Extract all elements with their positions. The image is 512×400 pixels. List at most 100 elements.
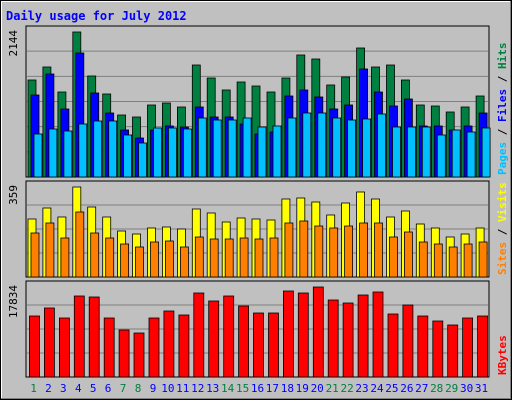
legend-kbytes: KBytes [496,335,509,375]
x-tick-label-11: 11 [176,382,189,395]
x-tick-label-14: 14 [221,382,235,395]
x-tick-label-21: 21 [326,382,339,395]
bar-kbytes-day-9 [148,317,160,378]
x-tick-label-7: 7 [120,382,127,395]
bar-kbytes-day-10 [163,310,175,378]
bar-pages-day-13 [212,119,222,178]
x-tick-label-17: 17 [266,382,279,395]
bar-pages-day-11 [182,128,192,178]
bar-sites-day-20 [314,225,324,278]
bar-kbytes-day-18 [282,290,294,378]
bar-pages-day-10 [167,127,177,178]
bar-sites-day-31 [478,241,488,278]
x-tick-label-30: 30 [460,382,473,395]
bar-sites-day-14 [224,238,234,278]
bar-pages-day-12 [197,117,207,178]
bar-sites-day-26 [403,231,413,278]
x-tick-label-18: 18 [281,382,294,395]
bar-pages-day-2 [48,128,58,178]
bar-sites-day-13 [209,238,219,278]
legend-item: / [496,69,509,89]
scale-label: 17834 [7,285,20,318]
bar-pages-day-17 [272,125,282,178]
bar-kbytes-day-21 [327,299,339,378]
bar-kbytes-day-2 [44,307,55,378]
scale-label: 359 [7,185,20,205]
x-tick-label-4: 4 [75,382,82,395]
bar-kbytes-day-17 [268,312,279,378]
x-tick-label-19: 19 [296,382,309,395]
x-tick-label-9: 9 [150,382,157,395]
legend-item: KBytes [496,335,509,375]
bar-pages-day-23 [362,118,372,178]
x-tick-label-31: 31 [475,382,488,395]
legend-item: / [496,222,509,242]
bar-pages-day-6 [108,120,118,178]
bar-kbytes-day-27 [417,315,429,378]
bar-pages-day-26 [406,126,416,178]
bar-kbytes-day-6 [103,317,115,378]
bar-pages-day-21 [332,117,342,178]
bar-sites-day-18 [284,222,294,278]
bar-sites-day-29 [448,246,458,278]
bar-sites-day-7 [120,243,129,278]
x-tick-label-25: 25 [385,382,398,395]
bar-sites-day-5 [90,232,100,278]
bar-pages-day-19 [302,112,312,178]
bar-kbytes-day-4 [73,295,85,378]
legend-item: Sites [496,242,509,275]
bar-sites-day-30 [463,243,473,278]
legend-item: Visits [496,182,509,222]
bar-pages-day-18 [287,117,297,178]
bar-sites-day-15 [239,237,249,278]
bar-pages-day-15 [242,117,252,178]
series-sites [30,211,488,278]
bar-pages-day-25 [392,126,401,178]
legend-item: Pages [496,142,509,175]
panel-kbytes: 17834 KBytes [7,280,509,378]
x-axis-labels: 1 2 3 4 5 6 7 8 9 10 11 12 13 14 15 16 17 18 19 20 21 22 23 24 2… [30,382,488,395]
bar-kbytes-day-31 [477,315,489,378]
bar-pages-day-5 [93,120,103,178]
x-tick-label-22: 22 [340,382,353,395]
x-tick-label-3: 3 [60,382,67,395]
bar-sites-day-19 [299,220,309,278]
bar-kbytes-day-11 [178,314,190,378]
bar-pages-day-16 [257,126,267,178]
bar-sites-day-12 [194,236,204,278]
bar-pages-day-7 [123,134,132,178]
bar-kbytes-day-30 [462,317,474,378]
x-tick-label-1: 1 [30,382,37,395]
bar-sites-day-8 [135,246,144,278]
bar-kbytes-day-8 [133,332,145,378]
panel-visits-sites: 359 Sites / Visits [7,180,509,278]
x-tick-label-27: 27 [415,382,428,395]
bar-pages-day-8 [138,142,147,178]
bar-sites-day-4 [75,211,85,278]
bar-sites-day-23 [359,222,369,278]
x-tick-label-23: 23 [355,382,368,395]
bar-kbytes-day-3 [59,317,70,378]
x-tick-label-12: 12 [191,382,204,395]
bar-kbytes-day-12 [193,292,205,378]
scale-label: 2144 [7,30,20,57]
bar-sites-day-16 [254,238,264,278]
bar-pages-day-4 [78,123,88,178]
bar-sites-day-3 [60,237,70,278]
bar-sites-day-6 [105,237,115,278]
bar-kbytes-day-26 [402,304,414,378]
x-tick-label-6: 6 [105,382,112,395]
x-tick-label-15: 15 [236,382,249,395]
bar-kbytes-day-24 [372,291,384,378]
bar-pages-day-31 [481,127,491,178]
legend-item: Files [496,89,509,122]
bar-kbytes-day-19 [297,292,309,378]
panel-hits-files-pages: 2144 Pages / Files / Hits [7,25,509,178]
bar-kbytes-day-14 [223,295,235,378]
bar-pages-day-28 [436,134,446,178]
bar-kbytes-day-20 [312,286,324,378]
bar-sites-day-11 [179,246,189,278]
bar-sites-day-9 [150,241,159,278]
bar-sites-day-24 [374,222,383,278]
